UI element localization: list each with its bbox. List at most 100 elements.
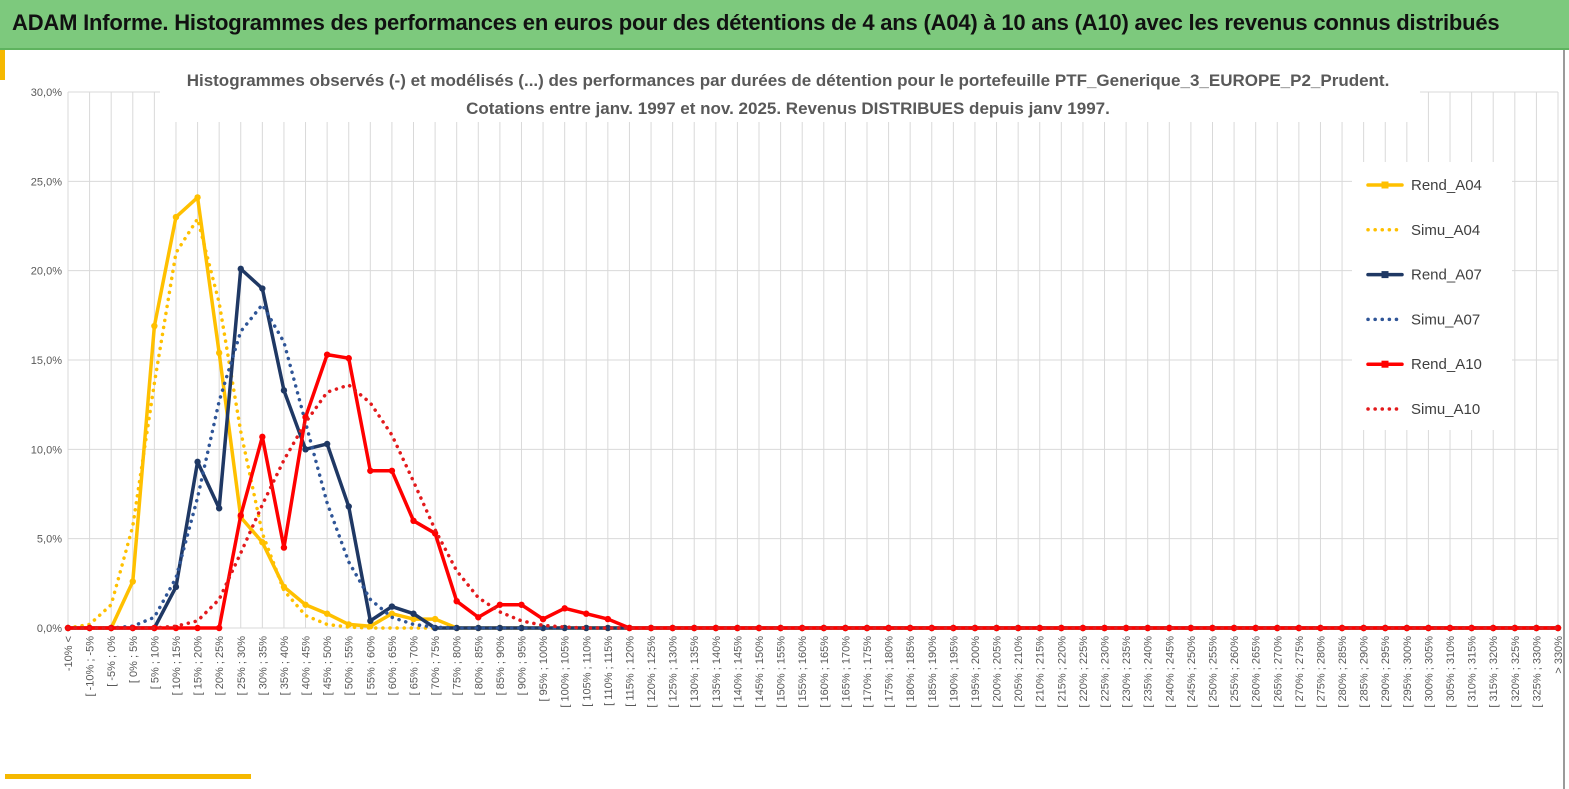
x-tick-label: [ 75% ; 80% bbox=[452, 636, 464, 696]
x-tick-label: [ 55% ; 60% bbox=[365, 636, 377, 696]
data-point bbox=[345, 355, 352, 362]
x-tick-label: [ 190% ; 195% bbox=[948, 636, 960, 708]
x-tick-label: [ 85% ; 90% bbox=[495, 636, 507, 696]
x-tick-label: [ 215% ; 220% bbox=[1056, 636, 1068, 708]
accent-bar-left bbox=[0, 50, 5, 80]
y-tick-label: 20,0% bbox=[31, 266, 62, 278]
y-tick-label: 30,0% bbox=[31, 87, 62, 99]
legend-label: Simu_A07 bbox=[1411, 311, 1480, 328]
x-tick-label: [ 5% ; 10% bbox=[149, 636, 161, 689]
x-tick-label: [ 270% ; 275% bbox=[1294, 636, 1306, 708]
series-line-Rend_A10 bbox=[66, 352, 1560, 630]
chart-title-line-2: Cotations entre janv. 1997 et nov. 2025.… bbox=[466, 99, 1110, 118]
data-point bbox=[323, 351, 331, 358]
legend-marker bbox=[1381, 181, 1389, 189]
x-tick-label: [ 160% ; 165% bbox=[819, 636, 831, 708]
legend-marker bbox=[1381, 271, 1389, 279]
x-tick-label: [ 115% ; 120% bbox=[624, 636, 636, 707]
x-tick-label: [ 145% ; 150% bbox=[754, 636, 766, 708]
data-point bbox=[215, 505, 223, 512]
x-tick-label: [ 290% ; 295% bbox=[1380, 636, 1392, 708]
data-point bbox=[604, 615, 612, 623]
y-axis: 0,0% 5,0% 10,0% 15,0% 20,0% 25,0% 30,0% bbox=[31, 87, 62, 635]
legend-background bbox=[1352, 162, 1512, 430]
x-tick-label: [ 140% ; 145% bbox=[732, 636, 744, 708]
x-tick-label: [ 260% ; 265% bbox=[1251, 636, 1263, 708]
x-tick-label: [ 325% ; 330% bbox=[1531, 636, 1543, 708]
data-point bbox=[669, 624, 676, 632]
x-tick-label: -10% < bbox=[63, 636, 75, 671]
x-tick-label: [ 305% ; 310% bbox=[1445, 636, 1457, 708]
x-tick-label: [ 135% ; 140% bbox=[711, 636, 723, 708]
x-tick-label: [ 70% ; 75% bbox=[430, 636, 442, 696]
x-tick-label: [ 240% ; 245% bbox=[1164, 636, 1176, 708]
data-point bbox=[388, 603, 396, 610]
y-tick-label: 15,0% bbox=[31, 355, 62, 367]
data-point bbox=[712, 624, 720, 632]
x-tick-label: [ 25% ; 30% bbox=[236, 636, 248, 696]
x-tick-label: [ 195% ; 200% bbox=[970, 636, 982, 708]
x-tick-label: [ 320% ; 325% bbox=[1510, 636, 1522, 708]
data-point bbox=[151, 322, 158, 330]
legend-label: Rend_A07 bbox=[1411, 267, 1482, 284]
x-tick-label: [ 285% ; 290% bbox=[1359, 636, 1371, 708]
x-tick-label: [ 205% ; 210% bbox=[1013, 636, 1025, 708]
data-point bbox=[410, 517, 417, 524]
data-point bbox=[237, 265, 244, 273]
x-tick-label: [ 170% ; 175% bbox=[862, 636, 874, 708]
x-tick-label: [ 155% ; 160% bbox=[797, 636, 809, 708]
data-point bbox=[561, 605, 568, 612]
data-point bbox=[280, 544, 288, 551]
x-tick-label: [ -5% ; 0% bbox=[106, 636, 118, 687]
x-tick-label: [ 230% ; 235% bbox=[1121, 636, 1133, 708]
x-tick-label: [ 165% ; 170% bbox=[840, 636, 852, 708]
x-tick-label: [ 15% ; 20% bbox=[193, 636, 205, 696]
x-tick-label: [ 40% ; 45% bbox=[301, 636, 313, 696]
data-point bbox=[259, 285, 266, 292]
x-tick-label: [ 95% ; 100% bbox=[538, 636, 550, 702]
legend-label: Simu_A10 bbox=[1411, 401, 1480, 418]
x-tick-label: [ 280% ; 285% bbox=[1337, 636, 1349, 708]
x-tick-label: [ 250% ; 255% bbox=[1207, 636, 1219, 708]
data-point bbox=[539, 615, 547, 623]
y-tick-label: 10,0% bbox=[31, 444, 62, 456]
data-point bbox=[302, 446, 309, 453]
x-tick-label: [ 65% ; 70% bbox=[409, 636, 421, 696]
legend: Rend_A04 Simu_A04 Rend_A07 Simu_A07 Rend_A10… bbox=[1366, 177, 1482, 418]
data-point bbox=[172, 213, 180, 221]
y-tick-label: 0,0% bbox=[37, 623, 62, 635]
data-point bbox=[518, 624, 525, 632]
data-point bbox=[431, 615, 439, 623]
data-point bbox=[259, 539, 266, 546]
x-tick-label: [ 295% ; 300% bbox=[1402, 636, 1414, 708]
x-tick-label: > 330% bbox=[1553, 636, 1565, 674]
data-point bbox=[410, 610, 417, 617]
legend-label: Rend_A10 bbox=[1411, 356, 1482, 373]
x-tick-label: [ 265% ; 270% bbox=[1272, 636, 1284, 708]
x-tick-label: [ 315% ; 320% bbox=[1488, 636, 1500, 708]
legend-label: Simu_A04 bbox=[1411, 222, 1480, 239]
data-point bbox=[1166, 624, 1173, 632]
x-tick-label: [ 225% ; 230% bbox=[1100, 636, 1112, 708]
data-point bbox=[172, 583, 180, 591]
data-point bbox=[453, 598, 460, 605]
x-tick-label: [ 10% ; 15% bbox=[171, 636, 183, 696]
data-point bbox=[323, 440, 331, 448]
x-tick-label: [ 220% ; 225% bbox=[1078, 636, 1090, 708]
x-tick-label: [ 110% ; 115% bbox=[603, 636, 615, 706]
legend-marker bbox=[1381, 360, 1389, 368]
data-point bbox=[237, 512, 244, 519]
data-point bbox=[1209, 624, 1216, 632]
data-point bbox=[626, 624, 633, 632]
data-point bbox=[1101, 624, 1108, 632]
data-point bbox=[475, 614, 482, 621]
x-tick-label: [ 125% ; 130% bbox=[668, 636, 680, 708]
data-point bbox=[1144, 624, 1151, 632]
x-tick-label: [ 0% ; 5% bbox=[128, 636, 140, 683]
data-point bbox=[215, 624, 223, 632]
chart-title-line-1: Histogrammes observés (-) et modélisés (… bbox=[187, 71, 1390, 90]
data-point bbox=[1122, 624, 1130, 632]
x-tick-label: [ 235% ; 240% bbox=[1143, 636, 1155, 708]
